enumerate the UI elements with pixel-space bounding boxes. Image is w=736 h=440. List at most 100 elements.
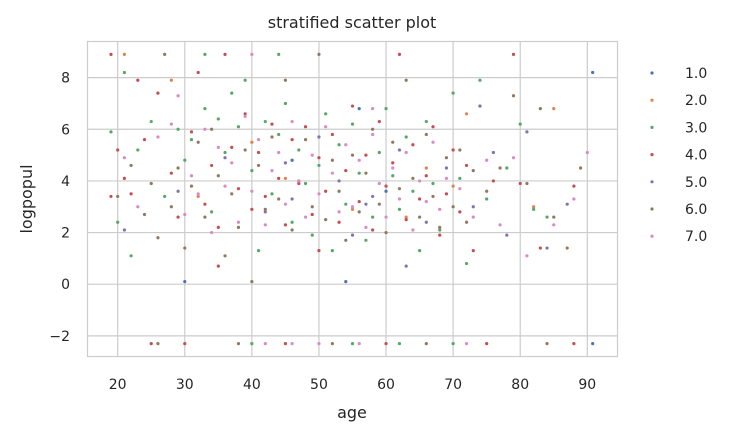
data-point [397, 187, 402, 191]
data-point [357, 171, 361, 175]
data-point [344, 238, 348, 242]
data-point [505, 166, 509, 170]
legend-label: 6.0 [685, 202, 707, 218]
y-tick-label: 8 [61, 71, 70, 87]
x-tick-label: 70 [444, 377, 462, 393]
data-point [538, 107, 542, 111]
x-tick-label: 40 [243, 377, 261, 393]
data-point [189, 138, 194, 142]
data-point [163, 194, 167, 199]
data-point [344, 280, 348, 284]
data-point [196, 140, 200, 144]
data-point [485, 189, 489, 193]
data-point [230, 145, 234, 149]
data-point [371, 215, 375, 219]
data-point [444, 166, 449, 170]
data-point [156, 236, 160, 240]
data-point [203, 107, 207, 111]
data-point [471, 205, 475, 209]
data-point [350, 104, 355, 108]
data-point [552, 223, 556, 227]
data-point [263, 341, 267, 346]
data-point [464, 220, 469, 224]
data-point [290, 220, 294, 224]
data-point [511, 156, 516, 160]
data-point [210, 127, 214, 131]
data-point [404, 78, 408, 82]
data-point [350, 341, 355, 346]
data-point [498, 166, 502, 170]
y-tick-label: −2 [49, 329, 70, 345]
data-point [337, 189, 341, 193]
data-point [525, 254, 529, 258]
x-tick-label: 60 [377, 377, 395, 393]
y-tick-label: 6 [61, 122, 70, 138]
data-point [330, 132, 334, 137]
data-point [196, 194, 200, 199]
data-point [283, 341, 288, 346]
data-point [223, 52, 227, 57]
data-point [223, 184, 227, 188]
data-point [290, 119, 294, 124]
data-point [438, 207, 442, 211]
data-point [243, 114, 247, 118]
data-point [136, 148, 140, 152]
data-point [210, 230, 214, 235]
y-tick-label: 0 [61, 277, 70, 293]
data-point [451, 91, 455, 95]
data-point [471, 168, 475, 173]
data-point [384, 184, 388, 188]
data-point [344, 168, 348, 173]
data-point [458, 210, 462, 214]
data-point [216, 225, 220, 230]
data-point [250, 189, 254, 193]
data-point [203, 202, 207, 206]
data-point [116, 220, 120, 224]
data-point [236, 125, 241, 129]
data-point [404, 135, 408, 139]
data-point [156, 91, 160, 95]
data-point [303, 215, 308, 219]
data-point [344, 143, 348, 147]
data-point [169, 171, 173, 175]
data-point [411, 143, 415, 147]
data-point [337, 210, 341, 214]
data-point [377, 202, 381, 206]
data-point [357, 158, 361, 162]
data-point [397, 148, 402, 152]
legend: 1.0 2.0 3.0 4.0 5.0 6.0 7.0 [650, 66, 707, 245]
data-point [236, 341, 241, 346]
data-point [337, 143, 341, 147]
x-axis-ticks: 20 30 40 50 60 70 80 90 [109, 377, 596, 393]
data-point [250, 280, 254, 284]
data-point [511, 52, 516, 57]
data-point [189, 174, 194, 178]
data-point [303, 181, 308, 186]
data-point [491, 179, 495, 183]
data-point [243, 112, 247, 116]
data-point [203, 215, 207, 219]
data-point [303, 138, 308, 142]
data-point [424, 132, 428, 137]
data-point [317, 52, 321, 57]
data-point [532, 207, 536, 211]
data-point [364, 153, 368, 157]
data-point [142, 212, 147, 217]
data-point [310, 153, 314, 157]
data-point [485, 197, 489, 201]
data-point [337, 220, 341, 224]
data-point [277, 197, 281, 201]
data-point [511, 94, 516, 98]
data-point [411, 228, 415, 232]
x-tick-label: 30 [176, 377, 194, 393]
data-point [572, 341, 576, 346]
data-point [270, 192, 274, 196]
data-point [216, 145, 220, 149]
data-point [203, 52, 207, 57]
x-tick-label: 20 [109, 377, 127, 393]
series-7.0 [122, 52, 589, 346]
legend-marker [650, 234, 654, 238]
data-point [122, 156, 126, 160]
data-point [545, 246, 549, 250]
